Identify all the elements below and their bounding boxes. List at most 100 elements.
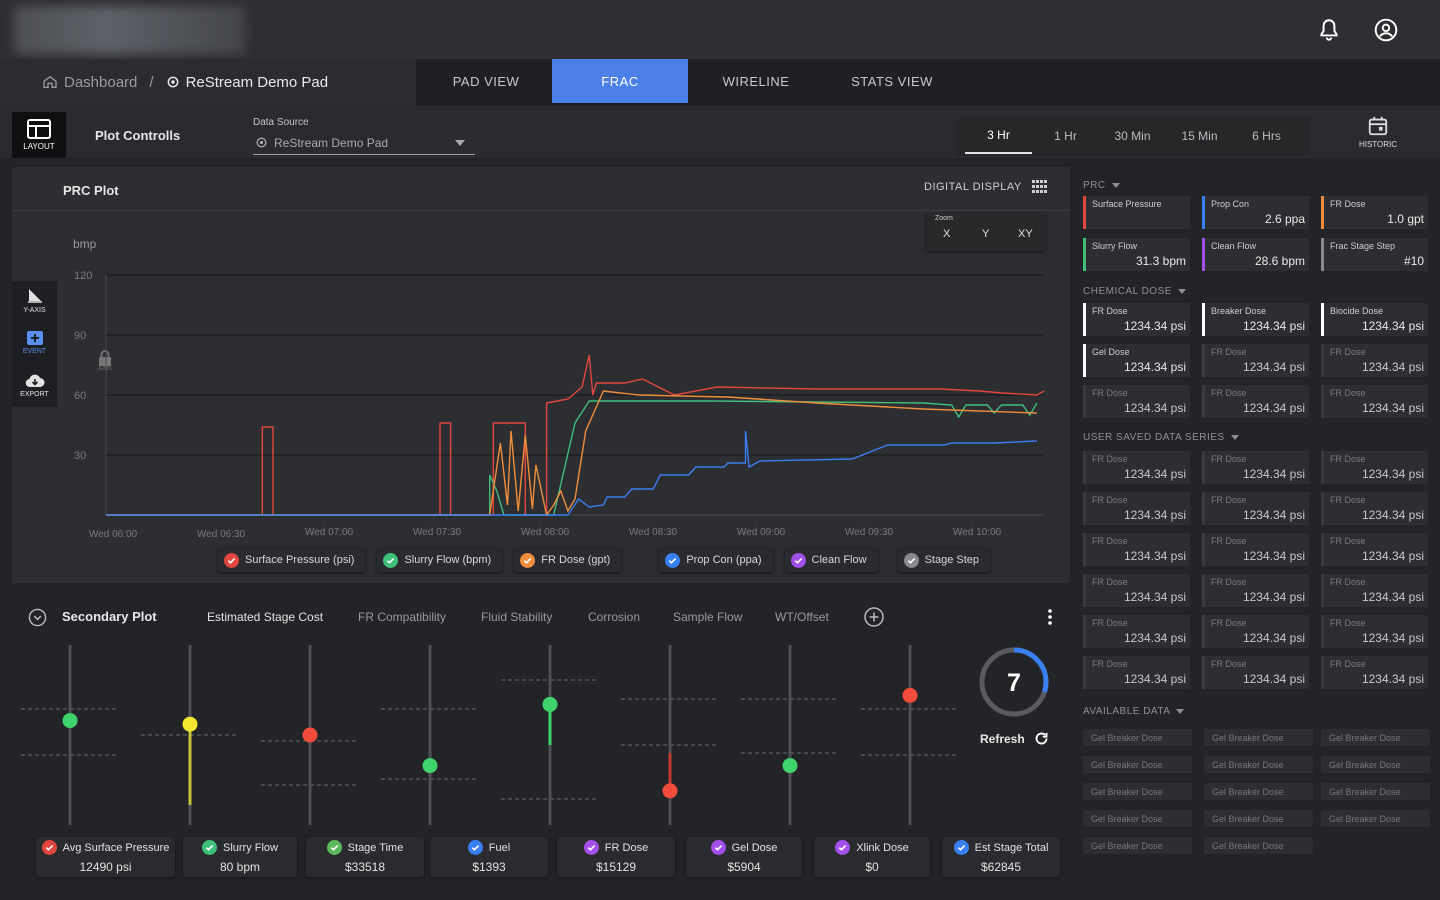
user-series-tile[interactable]: FR Dose 1234.34 psi [1202, 492, 1309, 525]
user-series-tile[interactable]: FR Dose 1234.34 psi [1202, 451, 1309, 484]
available-data-item[interactable]: Gel Breaker Dose [1204, 837, 1313, 854]
tab-wireline[interactable]: WIRELINE [722, 73, 790, 89]
available-data-item[interactable]: Gel Breaker Dose [1083, 810, 1192, 827]
historic-button[interactable]: HISTORIC [1345, 115, 1411, 155]
user-series-tile[interactable]: FR Dose 1234.34 psi [1083, 615, 1190, 648]
cost-slider[interactable] [739, 645, 841, 825]
chemical-dose-tile[interactable]: Biocide Dose 1234.34 psi [1321, 303, 1428, 336]
check-icon[interactable] [710, 840, 726, 855]
available-data-item[interactable]: Gel Breaker Dose [1083, 783, 1192, 800]
add-tab-icon[interactable] [863, 606, 885, 633]
cost-slider[interactable] [379, 645, 481, 825]
tab-pad-view[interactable]: PAD VIEW [452, 73, 520, 89]
available-data-item[interactable]: Gel Breaker Dose [1321, 783, 1430, 800]
available-data-item[interactable]: Gel Breaker Dose [1204, 783, 1313, 800]
prc-tile[interactable]: Frac Stage Step #10 [1321, 238, 1428, 271]
slider-handle[interactable] [302, 727, 318, 743]
check-icon[interactable] [835, 840, 851, 855]
time-range-6hrs[interactable]: 6 Hrs [1252, 129, 1281, 143]
chemical-dose-tile[interactable]: FR Dose 1234.34 psi [1202, 344, 1309, 377]
cost-slider[interactable] [19, 645, 121, 825]
tab-sample-flow[interactable]: Sample Flow [673, 610, 743, 624]
legend-item[interactable]: Slurry Flow (bpm) [377, 548, 503, 572]
legend-item[interactable]: Surface Pressure (psi) [218, 548, 366, 572]
chemical-dose-tile[interactable]: FR Dose 1234.34 psi [1202, 385, 1309, 418]
legend-item[interactable]: Stage Step [897, 548, 990, 572]
collapse-icon[interactable] [28, 608, 47, 632]
slider-handle[interactable] [62, 713, 78, 729]
bell-icon[interactable] [1316, 17, 1342, 43]
user-series-tile[interactable]: FR Dose 1234.34 psi [1083, 656, 1190, 689]
tab-wt-offset[interactable]: WT/Offset [775, 610, 829, 624]
layout-button[interactable]: LAYOUT [12, 112, 66, 158]
chemical-dose-tile[interactable]: Gel Dose 1234.34 psi [1083, 344, 1190, 377]
user-series-tile[interactable]: FR Dose 1234.34 psi [1202, 615, 1309, 648]
user-series-tile[interactable]: FR Dose 1234.34 psi [1321, 656, 1428, 689]
data-source-select[interactable]: ReStream Demo Pad [253, 131, 475, 155]
user-series-tile[interactable]: FR Dose 1234.34 psi [1083, 492, 1190, 525]
prc-tile[interactable]: FR Dose 1.0 gpt [1321, 196, 1428, 229]
slider-handle[interactable] [782, 758, 798, 774]
cost-slider[interactable] [259, 645, 361, 825]
user-series-section-header[interactable]: USER SAVED DATA SERIES [1083, 432, 1239, 443]
time-range-30min[interactable]: 30 Min [1114, 129, 1151, 143]
user-series-tile[interactable]: FR Dose 1234.34 psi [1321, 492, 1428, 525]
digital-display-button[interactable]: DIGITAL DISPLAY [924, 180, 1048, 193]
cost-slider[interactable] [499, 645, 601, 825]
available-data-item[interactable]: Gel Breaker Dose [1321, 729, 1430, 746]
prc-line-chart[interactable]: bmp 120 90 60 30 Wed 06:00 Wed 06:30 Wed 07:00… [60, 230, 1060, 545]
breadcrumb-home[interactable]: Dashboard [42, 74, 137, 91]
prc-tile[interactable]: Clean Flow 28.6 bpm [1202, 238, 1309, 271]
legend-item[interactable]: FR Dose (gpt) [514, 548, 622, 572]
slider-handle[interactable] [182, 716, 198, 732]
user-circle-icon[interactable] [1373, 17, 1399, 43]
tab-frac[interactable]: FRAC [552, 59, 688, 103]
legend-item[interactable]: Prop Con (ppa) [659, 548, 773, 572]
user-series-tile[interactable]: FR Dose 1234.34 psi [1202, 574, 1309, 607]
tab-stats-view[interactable]: STATS VIEW [851, 73, 933, 89]
app-logo[interactable] [14, 6, 246, 54]
user-series-tile[interactable]: FR Dose 1234.34 psi [1083, 574, 1190, 607]
zoom-x-button[interactable]: X [943, 228, 951, 240]
check-icon[interactable] [583, 840, 599, 855]
user-series-tile[interactable]: FR Dose 1234.34 psi [1321, 533, 1428, 566]
time-range-3hr[interactable]: 3 Hr [965, 118, 1032, 154]
cost-slider[interactable] [859, 645, 961, 825]
zoom-y-button[interactable]: Y [982, 228, 990, 240]
user-series-tile[interactable]: FR Dose 1234.34 psi [1083, 451, 1190, 484]
time-range-15min[interactable]: 15 Min [1181, 129, 1218, 143]
prc-tile[interactable]: Slurry Flow 31.3 bpm [1083, 238, 1190, 271]
zoom-xy-button[interactable]: XY [1018, 228, 1033, 240]
check-icon[interactable] [41, 840, 57, 855]
time-range-1hr[interactable]: 1 Hr [1054, 129, 1077, 143]
user-series-tile[interactable]: FR Dose 1234.34 psi [1321, 615, 1428, 648]
slider-handle[interactable] [542, 696, 558, 712]
legend-item[interactable]: Clean Flow [784, 548, 878, 572]
user-series-tile[interactable]: FR Dose 1234.34 psi [1083, 533, 1190, 566]
prc-tile[interactable]: Surface Pressure [1083, 196, 1190, 229]
available-data-item[interactable]: Gel Breaker Dose [1321, 810, 1430, 827]
user-series-tile[interactable]: FR Dose 1234.34 psi [1202, 656, 1309, 689]
tab-corrosion[interactable]: Corrosion [588, 610, 641, 624]
prc-tile[interactable]: Prop Con 2.6 ppa [1202, 196, 1309, 229]
available-data-item[interactable]: Gel Breaker Dose [1204, 810, 1313, 827]
available-data-item[interactable]: Gel Breaker Dose [1204, 729, 1313, 746]
axis-lock-button[interactable]: AXIS [95, 350, 115, 372]
available-section-header[interactable]: AVAILABLE DATA [1083, 706, 1185, 717]
cost-slider[interactable] [139, 645, 241, 825]
user-series-tile[interactable]: FR Dose 1234.34 psi [1321, 451, 1428, 484]
available-data-item[interactable]: Gel Breaker Dose [1083, 837, 1192, 854]
available-data-item[interactable]: Gel Breaker Dose [1321, 756, 1430, 773]
check-icon[interactable] [201, 840, 217, 855]
event-tool[interactable]: EVENT [12, 330, 57, 355]
chemical-dose-tile[interactable]: FR Dose 1234.34 psi [1321, 344, 1428, 377]
chemical-section-header[interactable]: CHEMICAL DOSE [1083, 286, 1186, 297]
available-data-item[interactable]: Gel Breaker Dose [1083, 729, 1192, 746]
refresh-button[interactable]: Refresh [980, 731, 1049, 746]
tab-estimated-stage-cost[interactable]: Estimated Stage Cost [207, 610, 324, 624]
slider-handle[interactable] [902, 687, 918, 703]
slider-handle[interactable] [422, 758, 438, 774]
check-icon[interactable] [953, 840, 969, 855]
available-data-item[interactable]: Gel Breaker Dose [1083, 756, 1192, 773]
available-data-item[interactable]: Gel Breaker Dose [1204, 756, 1313, 773]
